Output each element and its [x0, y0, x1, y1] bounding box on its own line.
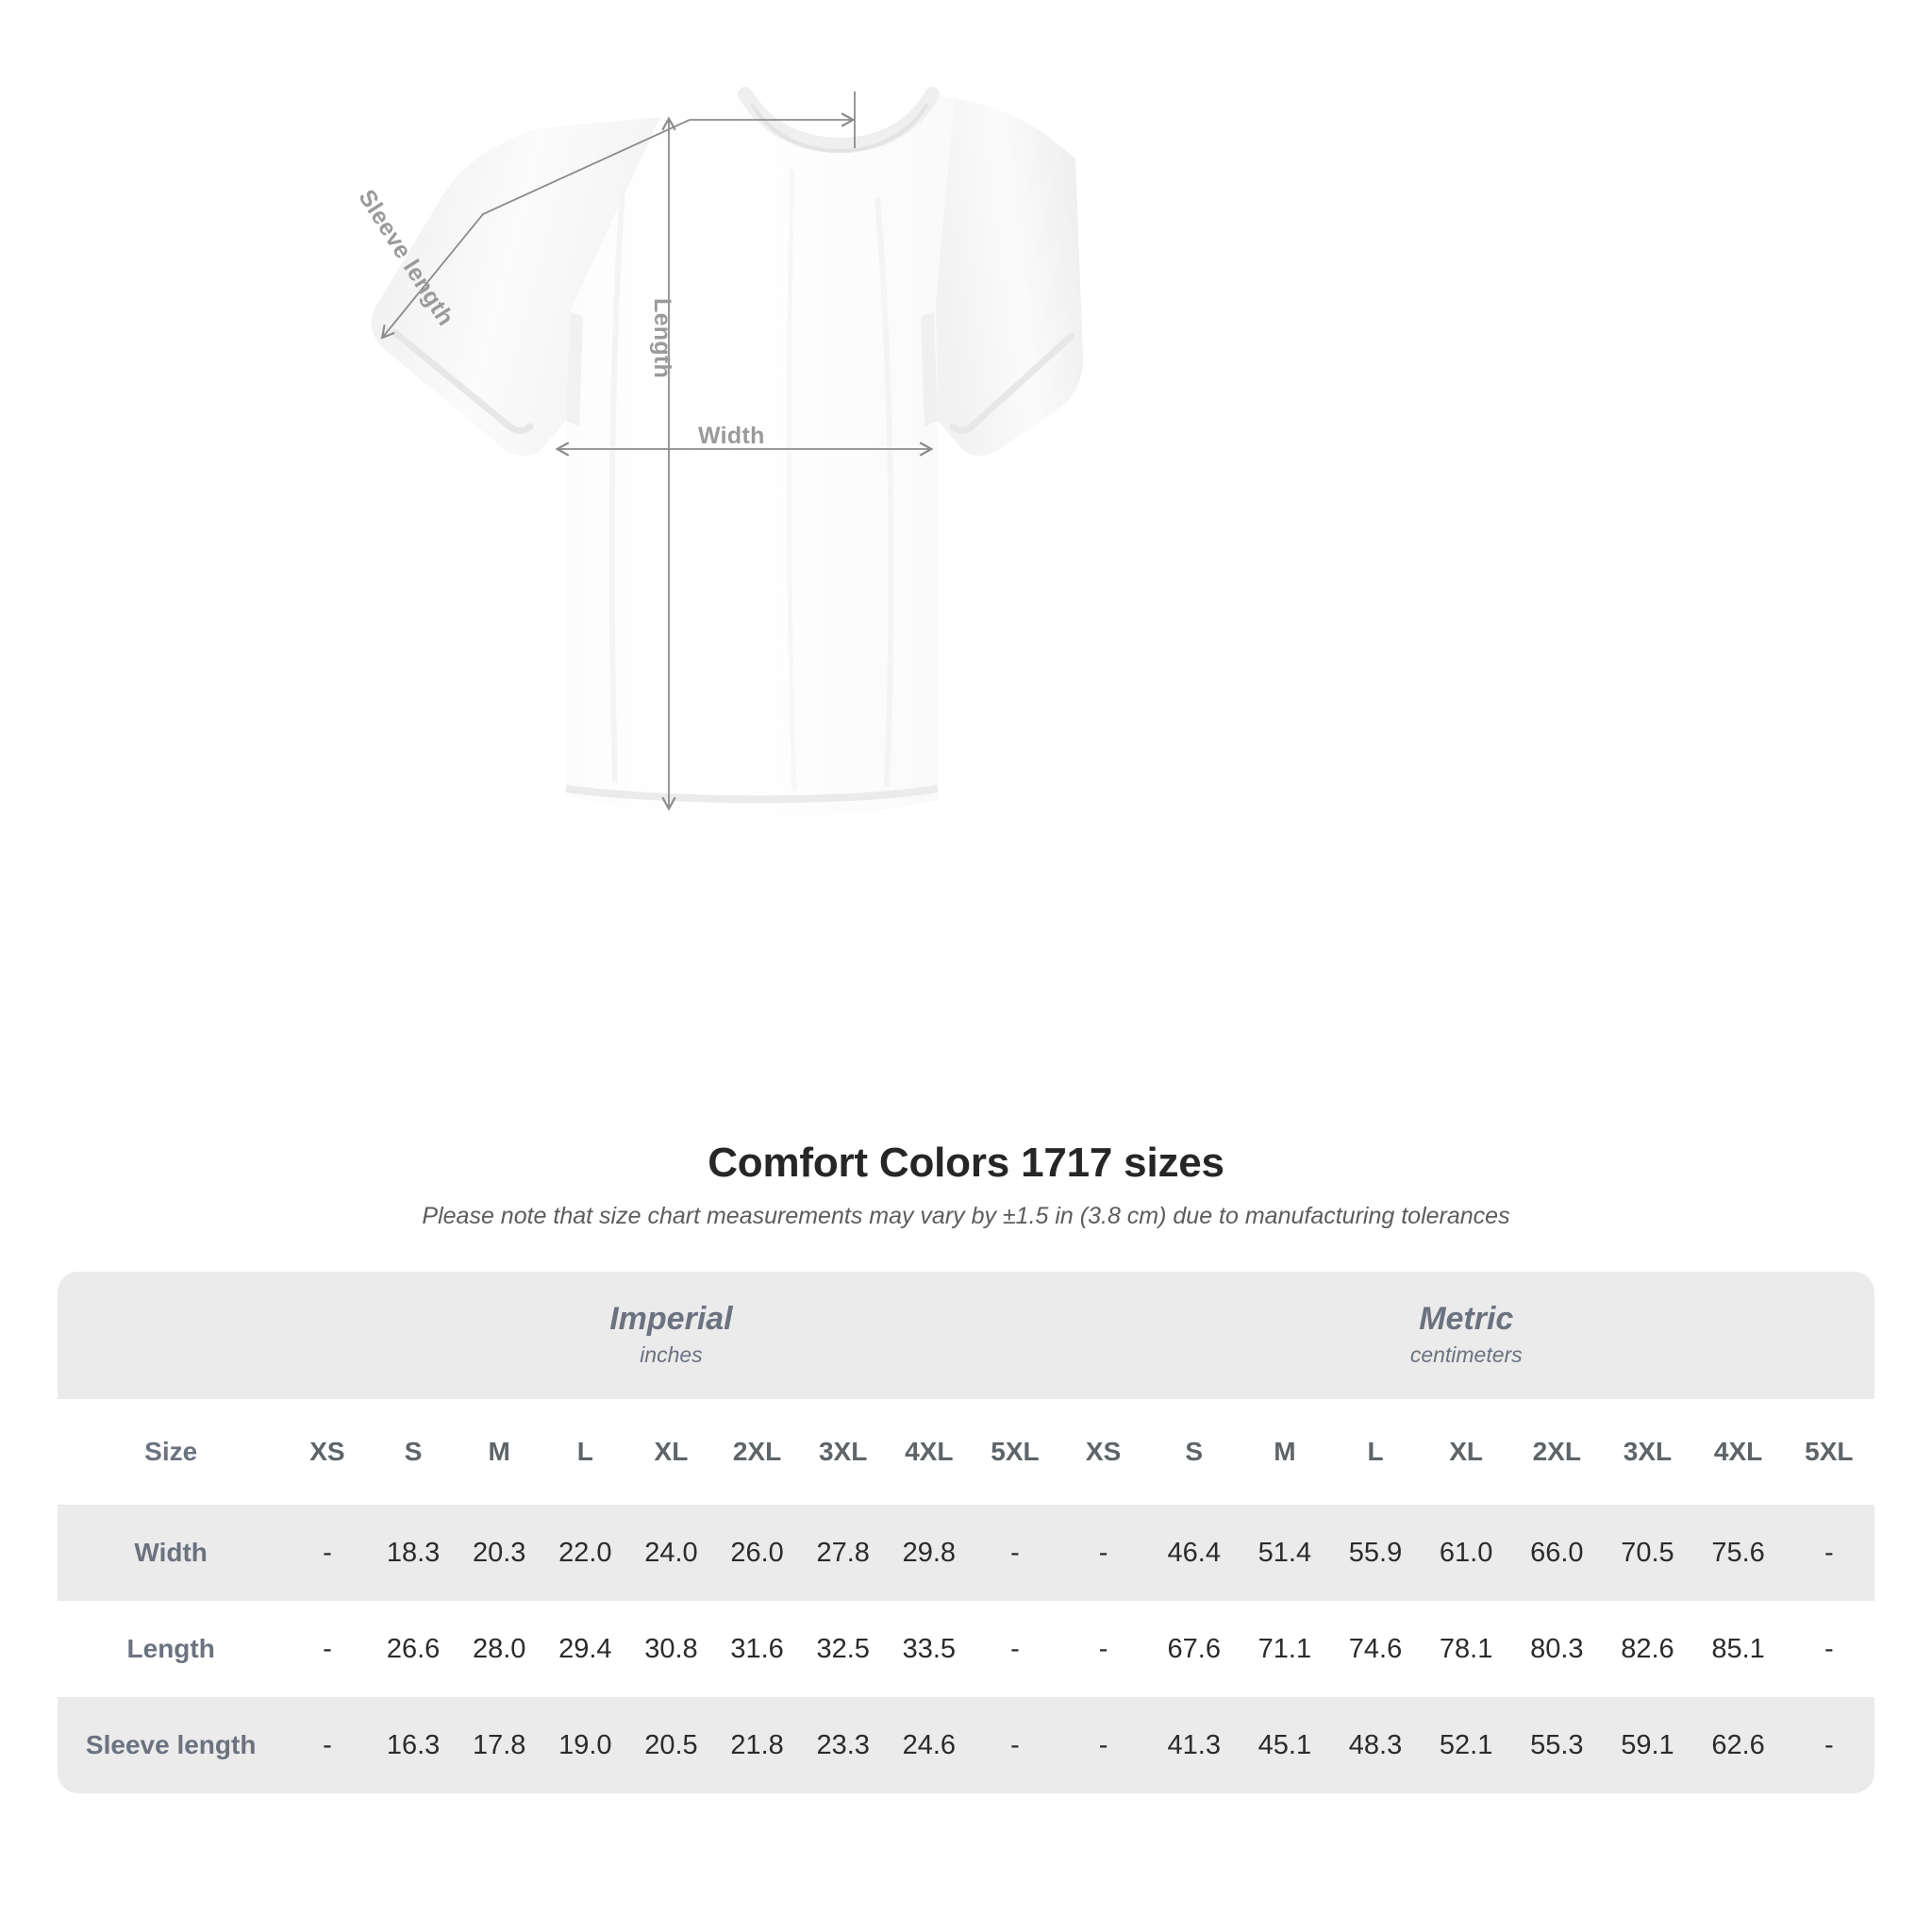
cell-width-imperial-xs: - [284, 1505, 371, 1601]
header-imperial-5xl: 5XL [972, 1399, 1058, 1505]
row-label-sleeve-length: Sleeve length [58, 1697, 285, 1793]
cell-length-imperial-xl: 30.8 [627, 1601, 714, 1697]
cell-length-imperial-3xl: 32.5 [800, 1601, 887, 1697]
cell-length-imperial-l: 29.4 [541, 1601, 628, 1697]
cell-width-imperial-5xl: - [972, 1505, 1058, 1601]
cell-length-imperial-m: 28.0 [456, 1601, 542, 1697]
cell-length-metric-m: 71.1 [1239, 1601, 1330, 1697]
unit-group-metric-name: Metric [1419, 1301, 1514, 1337]
cell-length-metric-4xl: 85.1 [1692, 1601, 1784, 1697]
length-dimension-label: Length [649, 298, 675, 379]
cell-length-imperial-2xl: 31.6 [713, 1601, 801, 1697]
header-metric-3xl: 3XL [1602, 1399, 1693, 1505]
cell-width-imperial-xl: 24.0 [627, 1505, 714, 1601]
cell-length-metric-3xl: 82.6 [1602, 1601, 1693, 1697]
cell-sleeve-metric-2xl: 55.3 [1511, 1697, 1603, 1793]
cell-length-imperial-s: 26.6 [370, 1601, 457, 1697]
cell-sleeve-imperial-2xl: 21.8 [713, 1697, 801, 1793]
cell-length-metric-xl: 78.1 [1421, 1601, 1512, 1697]
unit-banner-spacer [58, 1272, 285, 1399]
cell-width-metric-l: 55.9 [1329, 1505, 1422, 1601]
cell-length-metric-s: 67.6 [1148, 1601, 1240, 1697]
header-imperial-2xl: 2XL [713, 1399, 801, 1505]
cell-sleeve-metric-l: 48.3 [1329, 1697, 1422, 1793]
cell-length-imperial-4xl: 33.5 [886, 1601, 973, 1697]
header-imperial-4xl: 4XL [886, 1399, 973, 1505]
unit-group-metric-sub: centimeters [1409, 1342, 1523, 1368]
cell-sleeve-imperial-4xl: 24.6 [886, 1697, 973, 1793]
tshirt-diagram: Sleeve length Length Width [353, 87, 1083, 817]
cell-length-imperial-xs: - [284, 1601, 371, 1697]
cell-width-imperial-4xl: 29.8 [886, 1505, 973, 1601]
cell-sleeve-metric-xl: 52.1 [1421, 1697, 1512, 1793]
cell-width-metric-xl: 61.0 [1421, 1505, 1512, 1601]
table-row-width: Width - 18.3 20.3 22.0 24.0 26.0 27.8 29… [58, 1505, 1874, 1601]
header-imperial-xs: XS [284, 1399, 371, 1505]
size-chart-table: Imperial inches Metric centimeters Size … [58, 1272, 1874, 1793]
page-title: Comfort Colors 1717 sizes [708, 1140, 1224, 1186]
cell-length-metric-xs: - [1058, 1601, 1149, 1697]
header-metric-s: S [1148, 1399, 1240, 1505]
cell-width-imperial-s: 18.3 [370, 1505, 457, 1601]
tolerance-note: Please note that size chart measurements… [422, 1203, 1510, 1229]
cell-width-metric-xs: - [1058, 1505, 1149, 1601]
sleeve-length-line [380, 119, 691, 340]
header-metric-4xl: 4XL [1692, 1399, 1784, 1505]
cell-width-metric-2xl: 66.0 [1511, 1505, 1603, 1601]
unit-group-metric: Metric centimeters [1058, 1272, 1874, 1399]
header-imperial-m: M [456, 1399, 542, 1505]
unit-group-imperial-sub: inches [640, 1342, 703, 1368]
header-metric-xs: XS [1058, 1399, 1149, 1505]
cell-length-metric-2xl: 80.3 [1511, 1601, 1603, 1697]
header-imperial-3xl: 3XL [800, 1399, 887, 1505]
header-imperial-s: S [370, 1399, 457, 1505]
cell-sleeve-metric-s: 41.3 [1148, 1697, 1240, 1793]
cell-sleeve-imperial-l: 19.0 [541, 1697, 628, 1793]
cell-width-metric-m: 51.4 [1239, 1505, 1330, 1601]
cell-sleeve-imperial-xs: - [284, 1697, 371, 1793]
width-dimension-label: Width [698, 423, 765, 449]
header-size-label: Size [58, 1399, 285, 1505]
header-metric-5xl: 5XL [1783, 1399, 1874, 1505]
unit-group-imperial-name: Imperial [609, 1301, 733, 1337]
cell-sleeve-metric-3xl: 59.1 [1602, 1697, 1693, 1793]
cell-width-imperial-2xl: 26.0 [713, 1505, 801, 1601]
cell-width-imperial-m: 20.3 [456, 1505, 542, 1601]
cell-length-imperial-5xl: - [972, 1601, 1058, 1697]
cell-width-metric-3xl: 70.5 [1602, 1505, 1693, 1601]
cell-length-metric-l: 74.6 [1329, 1601, 1422, 1697]
cell-sleeve-metric-4xl: 62.6 [1692, 1697, 1784, 1793]
cell-width-metric-s: 46.4 [1148, 1505, 1240, 1601]
unit-banner-row: Imperial inches Metric centimeters [58, 1272, 1874, 1399]
header-imperial-xl: XL [627, 1399, 714, 1505]
unit-group-imperial: Imperial inches [284, 1272, 1058, 1399]
header-imperial-l: L [541, 1399, 628, 1505]
cell-sleeve-metric-m: 45.1 [1239, 1697, 1330, 1793]
header-metric-m: M [1239, 1399, 1330, 1505]
header-metric-l: L [1329, 1399, 1422, 1505]
header-metric-2xl: 2XL [1511, 1399, 1603, 1505]
table-row-sleeve-length: Sleeve length - 16.3 17.8 19.0 20.5 21.8… [58, 1697, 1874, 1793]
cell-sleeve-imperial-xl: 20.5 [627, 1697, 714, 1793]
row-label-width: Width [58, 1505, 285, 1601]
row-label-length: Length [58, 1601, 285, 1697]
cell-width-imperial-3xl: 27.8 [800, 1505, 887, 1601]
cell-sleeve-imperial-m: 17.8 [456, 1697, 542, 1793]
cell-sleeve-imperial-3xl: 23.3 [800, 1697, 887, 1793]
cell-sleeve-imperial-5xl: - [972, 1697, 1058, 1793]
cell-sleeve-metric-5xl: - [1783, 1697, 1874, 1793]
tshirt-illustration [372, 87, 1083, 817]
cell-width-metric-4xl: 75.6 [1692, 1505, 1784, 1601]
cell-sleeve-metric-xs: - [1058, 1697, 1149, 1793]
measurement-lines [380, 92, 934, 811]
cell-width-imperial-l: 22.0 [541, 1505, 628, 1601]
table-row-length: Length - 26.6 28.0 29.4 30.8 31.6 32.5 3… [58, 1601, 1874, 1697]
cell-length-metric-5xl: - [1783, 1601, 1874, 1697]
shirt-shape [372, 87, 1083, 817]
header-metric-xl: XL [1421, 1399, 1512, 1505]
cell-width-metric-5xl: - [1783, 1505, 1874, 1601]
cell-sleeve-imperial-s: 16.3 [370, 1697, 457, 1793]
size-header-row: Size XS S M L XL 2XL 3XL 4XL 5XL XS S M … [58, 1399, 1874, 1505]
